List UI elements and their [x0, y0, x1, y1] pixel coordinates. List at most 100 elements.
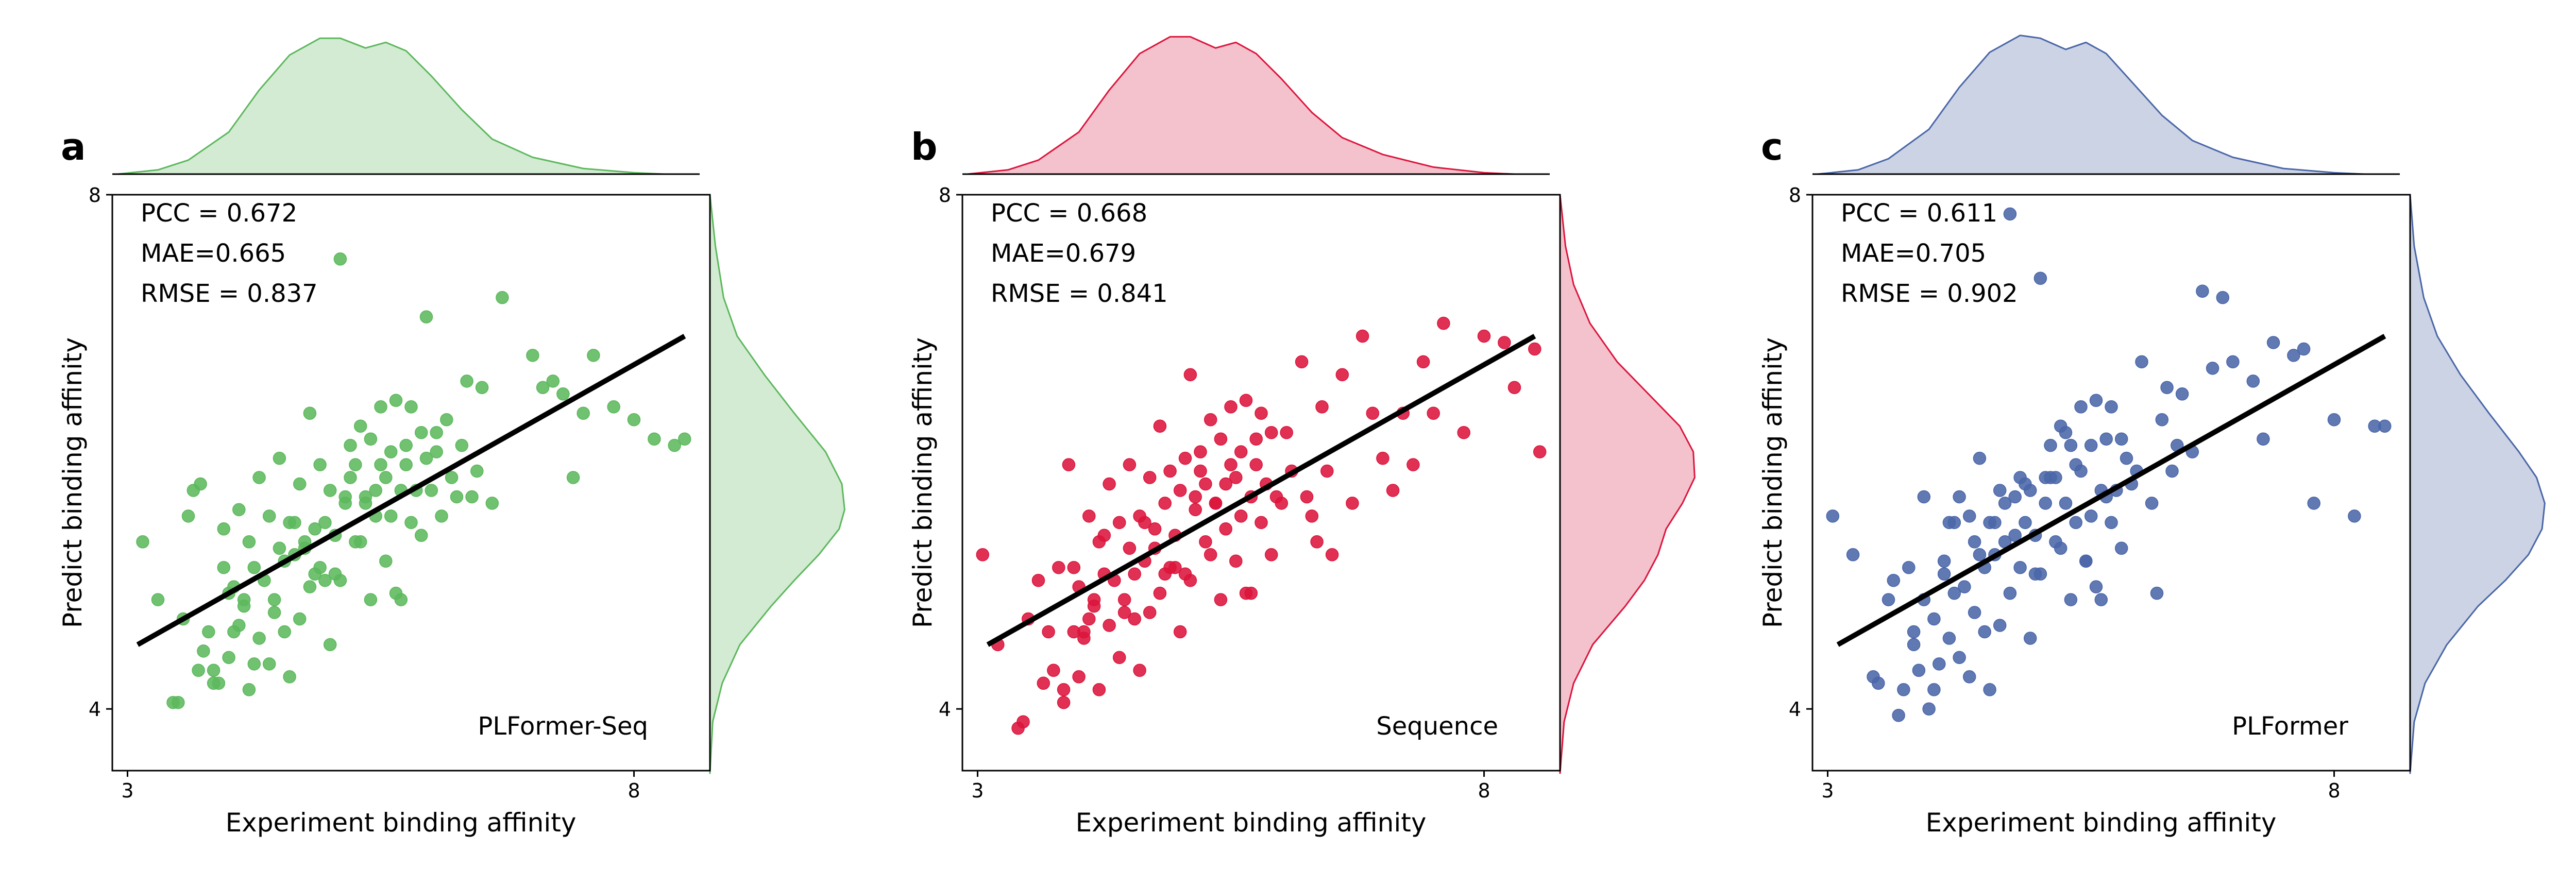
- data-point: [1973, 451, 1987, 465]
- metric-text: RMSE = 0.837: [141, 279, 318, 308]
- data-point: [419, 451, 433, 465]
- data-point: [1533, 445, 1547, 458]
- data-point: [2206, 362, 2219, 375]
- data-point: [1902, 560, 1916, 574]
- data-point: [1255, 406, 1268, 420]
- metric-text: MAE=0.705: [1841, 239, 1986, 268]
- data-point: [2044, 438, 2057, 452]
- data-point: [399, 458, 413, 471]
- y-tick-label: 8: [939, 184, 951, 207]
- data-point: [2059, 497, 2073, 510]
- model-label: Sequence: [1376, 712, 1498, 741]
- data-point: [1143, 606, 1157, 619]
- data-point: [1280, 426, 1293, 439]
- data-point: [566, 471, 580, 484]
- data-point: [318, 573, 332, 587]
- data-point: [2155, 413, 2169, 427]
- data-point: [1978, 625, 1991, 639]
- data-point: [1016, 715, 1030, 728]
- data-point: [627, 413, 641, 427]
- data-point: [2307, 497, 2320, 510]
- data-point: [262, 509, 276, 523]
- data-point: [313, 458, 327, 471]
- data-point: [1112, 651, 1126, 665]
- data-point: [1310, 535, 1324, 549]
- data-point: [1947, 586, 1961, 600]
- panel-letter: b: [911, 125, 938, 168]
- data-point: [303, 406, 317, 420]
- x-tick-label: 3: [1821, 779, 1834, 802]
- data-point: [364, 432, 378, 446]
- data-point: [1158, 497, 1172, 510]
- data-point: [2033, 271, 2047, 285]
- data-point: [1194, 445, 1207, 458]
- panel-letter: a: [61, 125, 86, 168]
- data-point: [1214, 432, 1228, 446]
- data-point: [2094, 593, 2108, 606]
- data-point: [293, 477, 307, 491]
- data-point: [2079, 554, 2093, 568]
- data-point: [526, 349, 539, 362]
- data-point: [2069, 458, 2082, 471]
- data-point: [2099, 432, 2113, 446]
- data-point: [1325, 548, 1339, 561]
- data-point: [1376, 451, 1389, 465]
- data-point: [389, 394, 403, 407]
- data-point: [1498, 336, 1511, 349]
- data-point: [1305, 509, 1319, 523]
- data-point: [1406, 458, 1420, 471]
- data-point: [247, 657, 261, 671]
- data-point: [252, 632, 266, 645]
- data-point: [1937, 554, 1951, 568]
- data-point: [470, 464, 484, 478]
- data-point: [1042, 625, 1055, 639]
- data-point: [2378, 419, 2392, 433]
- x-tick-label: 8: [628, 779, 640, 802]
- data-point: [374, 458, 387, 471]
- data-point: [333, 252, 347, 266]
- data-point: [648, 432, 661, 446]
- data-point: [425, 484, 438, 497]
- data-point: [577, 406, 590, 420]
- data-point: [1178, 451, 1192, 465]
- data-point: [1087, 599, 1101, 613]
- data-point: [1158, 567, 1172, 581]
- data-point: [2216, 291, 2230, 304]
- data-point: [1346, 497, 1359, 510]
- data-point: [1528, 342, 1541, 356]
- data-point: [556, 387, 570, 401]
- data-point: [217, 560, 231, 574]
- data-point: [1067, 560, 1081, 574]
- data-point: [668, 438, 681, 452]
- y-tick-label: 8: [1789, 184, 1801, 207]
- data-point: [1416, 355, 1430, 369]
- data-point: [1264, 548, 1278, 561]
- data-point: [1269, 490, 1283, 504]
- data-point: [2008, 529, 2022, 542]
- metric-text: RMSE = 0.902: [1841, 279, 2018, 308]
- data-point: [445, 471, 459, 484]
- data-point: [2003, 207, 2017, 221]
- data-point: [1189, 503, 1202, 517]
- data-point: [496, 291, 509, 304]
- data-point: [202, 625, 215, 639]
- data-point: [1229, 554, 1243, 568]
- data-point: [1143, 471, 1157, 484]
- data-point: [2008, 490, 2022, 504]
- data-point: [1204, 413, 1217, 427]
- data-point: [1958, 580, 1971, 593]
- y-axis-label: Predict binding affinity: [58, 337, 88, 628]
- data-point: [262, 657, 276, 671]
- metric-text: MAE=0.679: [991, 239, 1136, 268]
- data-point: [465, 490, 479, 504]
- data-point: [1457, 426, 1470, 439]
- data-point: [450, 490, 464, 504]
- x-tick-label: 8: [2328, 779, 2340, 802]
- metric-text: PCC = 0.668: [991, 199, 1147, 228]
- metric-text: MAE=0.665: [141, 239, 286, 268]
- data-point: [1942, 632, 1956, 645]
- x-tick-label: 3: [971, 779, 984, 802]
- data-point: [399, 438, 413, 452]
- data-point: [1927, 683, 1941, 696]
